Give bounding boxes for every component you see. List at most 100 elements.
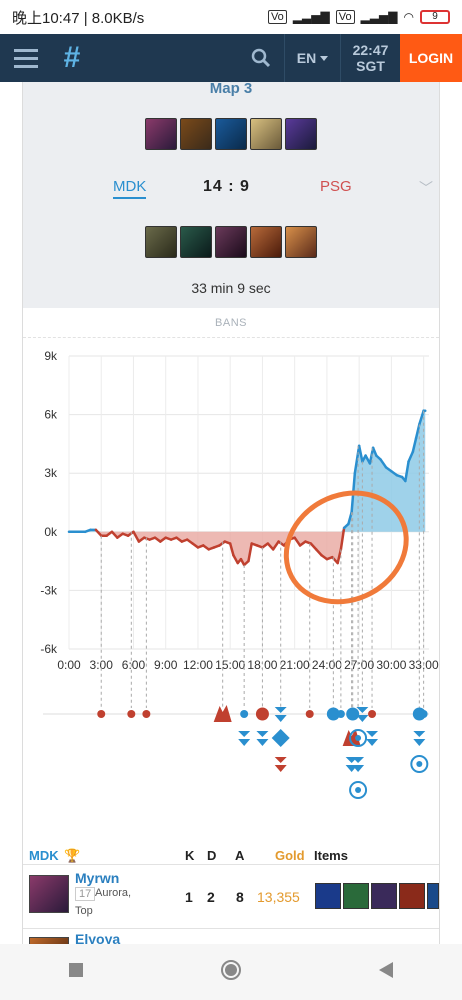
col-gold: Gold xyxy=(275,848,305,863)
login-button[interactable]: LOGIN xyxy=(400,34,462,82)
signal-icon-2: ▂▃▅▇ xyxy=(360,10,398,24)
time-label: 22:47 xyxy=(352,42,389,58)
baron-icon xyxy=(410,755,429,773)
tower-icon xyxy=(366,731,379,746)
chevron-down-icon xyxy=(320,55,329,61)
gold-line-segment xyxy=(110,530,119,539)
x-tick-label: 9:00 xyxy=(154,658,178,672)
event-kill-marker xyxy=(255,707,269,721)
team-a-name[interactable]: MDK xyxy=(113,178,147,199)
logo-hash-icon[interactable]: # xyxy=(63,41,81,74)
gold-line-segment xyxy=(411,436,418,453)
recents-icon[interactable] xyxy=(68,962,84,983)
gold-line-segment xyxy=(371,446,378,457)
y-tick-label: -6k xyxy=(40,642,58,656)
player-gold: 13,355 xyxy=(257,889,300,905)
gold-line-segment xyxy=(309,542,318,551)
x-tick-label: 21:00 xyxy=(280,658,310,672)
y-tick-label: 3k xyxy=(44,466,58,480)
language-selector[interactable]: EN xyxy=(284,34,340,82)
gold-line-segment xyxy=(336,548,343,565)
dragon-icon xyxy=(342,729,361,746)
event-kill-marker xyxy=(336,710,345,718)
system-nav-bar xyxy=(0,944,462,1000)
gold-line-segment xyxy=(228,542,235,557)
gold-line-segment xyxy=(414,423,421,440)
x-tick-label: 12:00 xyxy=(183,658,213,672)
battery-icon: 9 xyxy=(420,10,450,24)
gold-line-segment xyxy=(339,526,346,551)
map-panel: Map 3 MDK 14 : 9 PSG ﹀ 33 min 9 sec xyxy=(23,81,439,308)
col-assists: A xyxy=(235,848,245,863)
back-icon[interactable] xyxy=(378,961,394,984)
player-name[interactable]: Elyoya xyxy=(75,931,121,944)
player-avatar xyxy=(29,875,69,913)
player-row[interactable]: Myrwn 17 Aurora, Top 1 2 8 13,355 xyxy=(23,864,439,928)
champion-portrait[interactable] xyxy=(250,118,282,150)
team-b-name[interactable]: PSG xyxy=(320,178,352,195)
home-icon[interactable] xyxy=(220,959,242,986)
event-kill-marker xyxy=(240,710,249,718)
match-card: Map 3 MDK 14 : 9 PSG ﹀ 33 min 9 sec BANS… xyxy=(22,81,440,944)
gold-line-segment xyxy=(266,542,275,551)
baron-icon-center xyxy=(355,735,362,741)
champion-portrait[interactable] xyxy=(145,118,177,150)
baron-icon xyxy=(349,781,368,799)
x-tick-label: 24:00 xyxy=(312,658,342,672)
timezone-label: SGT xyxy=(356,58,385,74)
tower-icon xyxy=(238,731,251,746)
tower-icon xyxy=(413,731,426,746)
item-icon[interactable] xyxy=(343,883,369,909)
gold-line-segment xyxy=(357,444,364,463)
gold-line-segment xyxy=(232,553,239,565)
bans-toggle[interactable]: BANS xyxy=(23,308,439,338)
tower-icon xyxy=(356,707,369,722)
timezone-selector[interactable]: 22:47 SGT xyxy=(340,34,400,82)
volte-icon-2: Vo xyxy=(335,10,355,24)
table-team-name[interactable]: MDK xyxy=(29,848,59,863)
y-tick-label: 6k xyxy=(44,408,58,422)
champion-portrait[interactable] xyxy=(180,226,212,258)
y-tick-label: -3k xyxy=(40,583,58,597)
status-time: 晚上10:47 | 8.0KB/s xyxy=(12,9,145,27)
tower-icon xyxy=(274,757,287,772)
annotation-circle xyxy=(283,490,409,605)
x-tick-label: 0:00 xyxy=(57,658,81,672)
language-label: EN xyxy=(296,50,317,66)
champion-portrait[interactable] xyxy=(215,118,247,150)
dragon-icon xyxy=(213,705,232,722)
item-icon[interactable] xyxy=(371,883,397,909)
team-table-header: MDK 🏆 K D A Gold Items xyxy=(23,844,439,868)
champion-portrait[interactable] xyxy=(215,226,247,258)
score-row: MDK 14 : 9 PSG ﹀ xyxy=(23,178,439,202)
champion-portrait[interactable] xyxy=(180,118,212,150)
x-tick-label: 18:00 xyxy=(247,658,277,672)
gold-line-segment xyxy=(368,446,375,465)
tower-icon xyxy=(352,757,365,772)
champion-portrait[interactable] xyxy=(285,118,317,150)
item-icon[interactable] xyxy=(427,883,439,909)
champion-portrait[interactable] xyxy=(250,226,282,258)
trophy-icon: 🏆 xyxy=(64,848,81,863)
y-tick-label: 0k xyxy=(44,525,58,539)
event-kill-marker xyxy=(127,710,136,718)
player-row[interactable]: Elyoya xyxy=(23,928,439,944)
item-icon[interactable] xyxy=(315,883,341,909)
col-deaths: D xyxy=(207,848,217,863)
champion-portrait[interactable] xyxy=(285,226,317,258)
player-level: 17 xyxy=(75,887,96,901)
area-negative xyxy=(69,531,426,566)
tower-icon xyxy=(256,731,269,746)
player-name[interactable]: Myrwn xyxy=(75,870,120,886)
baron-icon xyxy=(349,729,368,747)
menu-icon[interactable] xyxy=(0,34,52,82)
champion-portrait[interactable] xyxy=(145,226,177,258)
player-kills: 1 xyxy=(185,889,193,905)
gold-line-segment xyxy=(404,460,410,483)
x-tick-label: 3:00 xyxy=(90,658,114,672)
chevron-down-icon[interactable]: ﹀ xyxy=(419,180,433,196)
area-positive xyxy=(69,410,426,532)
y-tick-label: 9k xyxy=(44,349,58,363)
item-icon[interactable] xyxy=(399,883,425,909)
search-icon[interactable] xyxy=(238,48,284,68)
